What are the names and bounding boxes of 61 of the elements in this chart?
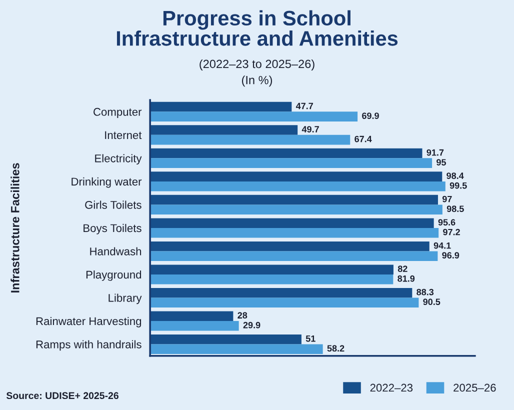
bar (150, 298, 419, 308)
data-label: 69.9 (362, 112, 379, 119)
data-label: 97 (442, 196, 452, 202)
chart-subtitle: (2022–23 to 2025–26) (In %) (200, 59, 314, 87)
y-tick-label: Library (108, 294, 142, 304)
y-tick-label: Girls Toilets (85, 200, 142, 209)
bar (150, 218, 434, 228)
y-tick-label: Drinking water (72, 177, 142, 188)
data-label: 95 (436, 159, 446, 166)
bar (150, 134, 350, 145)
bar (150, 204, 442, 214)
y-tick-label: Handwash (90, 247, 142, 256)
data-label: 51 (306, 335, 316, 342)
data-label: 81.9 (398, 275, 415, 282)
y-tick-label: Rainwater Harvesting (36, 316, 142, 328)
bar (150, 181, 446, 192)
bar (150, 264, 394, 274)
data-label: 99.5 (450, 182, 467, 189)
data-label: 91.7 (426, 149, 444, 156)
bar (150, 334, 302, 344)
data-label: 94.1 (434, 242, 451, 249)
data-label: 28 (238, 312, 248, 319)
bar (150, 102, 292, 112)
data-label: 90.5 (423, 298, 440, 306)
bar (150, 288, 412, 298)
bar (150, 344, 323, 354)
chart-title: Progress in School Infrastructure and Amenities (116, 10, 398, 46)
legend-label: 2025–26 (454, 384, 496, 392)
y-tick-label: Internet (105, 131, 142, 140)
bar (150, 251, 438, 261)
data-label: 96.9 (442, 252, 460, 259)
bar (150, 311, 234, 321)
bar (150, 148, 422, 158)
bar (150, 320, 239, 331)
data-label: 95.6 (438, 219, 456, 226)
bar (150, 112, 358, 122)
data-label: 97.2 (443, 228, 460, 236)
data-label: 29.9 (243, 322, 260, 328)
data-label: 47.7 (296, 102, 313, 110)
y-tick-label: Electricity (95, 154, 142, 165)
data-label: 67.4 (354, 136, 372, 142)
y-tick-label: Boys Toilets (84, 224, 142, 234)
legend-label: 2022–23 (370, 384, 413, 392)
data-label: 98.4 (446, 172, 464, 179)
bar (150, 241, 430, 252)
data-label: 88.3 (416, 288, 434, 296)
bar (150, 274, 394, 284)
data-label: 49.7 (302, 126, 319, 132)
bar (150, 228, 439, 238)
y-tick-label: Playground (86, 270, 142, 281)
data-label: 82 (398, 266, 408, 272)
y-tick-label: Computer (94, 108, 142, 118)
bar (150, 194, 438, 205)
y-axis-title: Infrastructure Facilities (10, 163, 20, 292)
bar (150, 172, 442, 182)
data-label: 98.5 (446, 206, 464, 212)
bar (150, 158, 432, 168)
bar (150, 125, 298, 135)
y-tick-label: Ramps with handrails (36, 340, 142, 351)
source-note: Source: UDISE+ 2025-26 (6, 392, 118, 400)
data-label: 58.2 (327, 345, 344, 352)
